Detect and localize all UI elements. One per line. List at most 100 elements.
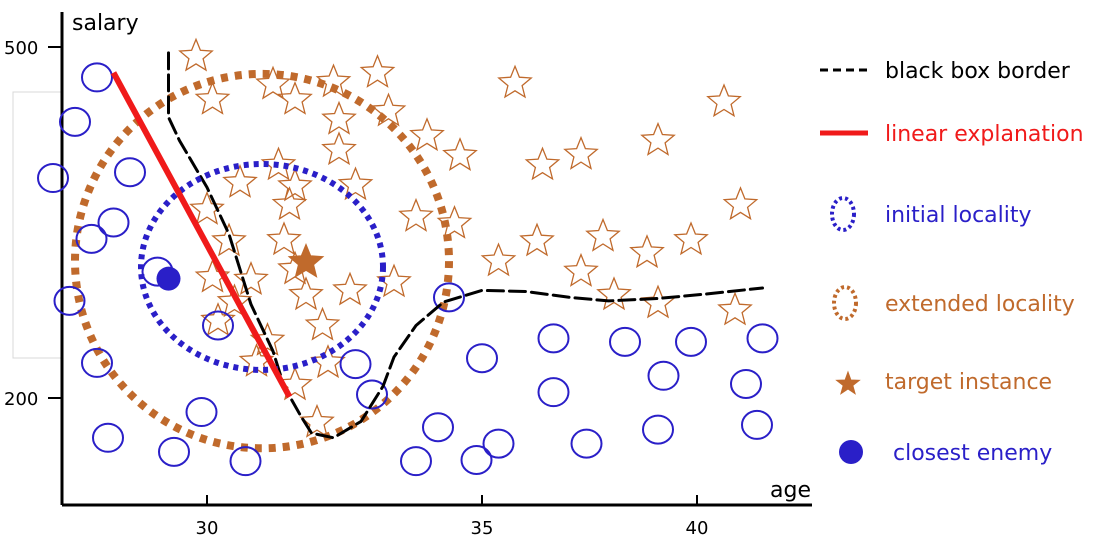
star-point (359, 53, 396, 88)
star-point (299, 403, 335, 438)
star-point (194, 80, 231, 115)
circle-point (339, 349, 372, 380)
linear-explanation-line (110, 71, 293, 399)
legend-label: extended locality (885, 292, 1075, 317)
circle-point (229, 446, 262, 477)
circle-point (741, 409, 773, 440)
star-point (519, 222, 555, 257)
legend-filled-circle-icon (839, 440, 863, 464)
legend-label: black box border (885, 59, 1071, 84)
legend-item-initial-locality: initial locality (830, 196, 1032, 232)
legend-item-black-box-border: black box border (820, 59, 1071, 84)
circle-point (433, 282, 465, 313)
black-box-border-line (167, 51, 764, 440)
y-axis-label: salary (72, 11, 139, 36)
legend-item-closest-enemy: closest enemy (839, 440, 1052, 466)
black-box-border (167, 51, 764, 440)
circle-point (37, 163, 69, 194)
star-point (717, 291, 753, 326)
initial-locality-ellipse (138, 161, 386, 373)
circle-point (356, 379, 388, 410)
legend-filled-star-icon (835, 370, 861, 395)
x-axis-label: age (770, 478, 811, 503)
closest-enemy-point (156, 266, 181, 291)
star-point (673, 221, 709, 256)
star-point (337, 166, 374, 201)
star-point (178, 37, 214, 72)
circle-point (460, 445, 493, 476)
legend: black box border linear explanation init… (820, 59, 1084, 466)
x-tick-label-40: 40 (686, 518, 709, 539)
star-point (563, 135, 599, 170)
star-point (260, 146, 297, 181)
circle-points (37, 62, 779, 477)
circle-point (158, 436, 190, 467)
star-point (315, 63, 352, 98)
legend-item-linear-explanation: linear explanation (820, 122, 1084, 147)
star-point (189, 190, 225, 225)
legend-blue-dotted-ellipse-icon (830, 196, 856, 232)
circle-point (746, 323, 779, 354)
legend-label: initial locality (885, 203, 1032, 228)
legend-item-extended-locality: extended locality (832, 285, 1075, 321)
star-point (271, 186, 308, 221)
star-point (304, 306, 341, 341)
star-point (585, 217, 621, 252)
y-tick-label-200: 200 (4, 389, 38, 410)
circle-point (97, 207, 130, 238)
star-point (321, 131, 357, 166)
linear-explanation (110, 71, 293, 399)
star-point (222, 163, 258, 198)
star-point (376, 263, 412, 298)
legend-label: linear explanation (885, 122, 1084, 147)
circle-point (59, 106, 91, 137)
star-point (629, 234, 665, 269)
initial-locality (138, 161, 386, 373)
circle-point (185, 397, 218, 428)
circle-point (92, 422, 124, 453)
star-point (409, 117, 445, 152)
star-point (442, 137, 478, 172)
star-point (640, 284, 676, 319)
star-point (288, 276, 324, 311)
star-point (640, 121, 676, 156)
star-point (436, 204, 473, 239)
target-instance-star (287, 242, 325, 278)
circle-point (202, 310, 234, 341)
circle-point (400, 446, 432, 477)
star-point (398, 197, 434, 232)
star-point (321, 100, 357, 135)
circle-point (466, 343, 498, 374)
circle-point (53, 285, 86, 316)
star-point (563, 252, 599, 287)
star-point (332, 271, 368, 306)
circle-point (482, 428, 515, 459)
star-point (277, 167, 313, 202)
circle-point (609, 326, 641, 357)
star-point (524, 146, 561, 181)
circle-point (730, 368, 762, 399)
y-tick-label-500: 500 (4, 38, 38, 59)
star-point (480, 242, 517, 277)
star-point (706, 83, 742, 118)
circle-point (675, 326, 707, 357)
legend-label: target instance (885, 370, 1052, 395)
extended-locality-ellipse (71, 69, 453, 453)
x-tick-label-35: 35 (471, 518, 494, 539)
circle-point (114, 157, 146, 188)
circle-point (642, 414, 674, 445)
star-point (200, 302, 236, 336)
circle-point (570, 428, 603, 459)
star-point (370, 92, 407, 127)
legend-item-target-instance: target instance (835, 370, 1052, 395)
star-point (722, 186, 759, 221)
star-points (178, 37, 759, 438)
star-point (211, 222, 247, 257)
legend-label: closest enemy (893, 441, 1052, 466)
star-point (596, 276, 632, 311)
circle-point (81, 347, 113, 378)
circle-point (537, 323, 570, 354)
circle-point (647, 360, 680, 391)
star-point (497, 64, 533, 99)
